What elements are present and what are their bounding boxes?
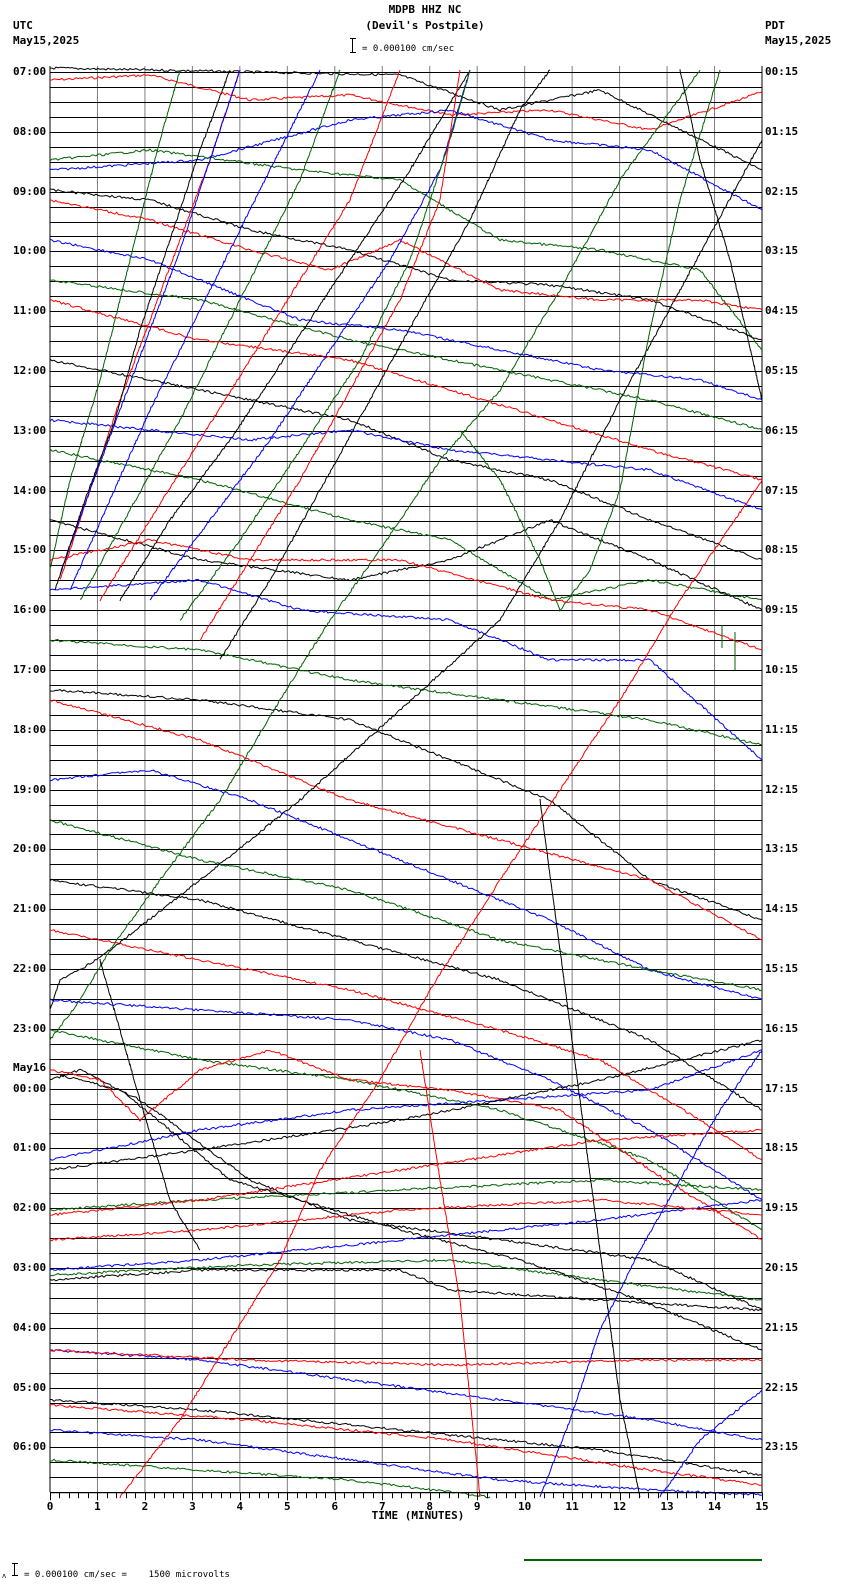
footer-scale-text: = 0.000100 cm/sec = 1500 microvolts [24,1570,230,1580]
left-time-label: 15:00 [13,543,47,557]
left-time-label: 02:00 [13,1201,47,1215]
left-time-label: 21:00 [13,902,47,916]
x-axis-label: TIME (MINUTES) [371,1509,465,1522]
right-time-label: 12:15 [765,782,799,796]
x-tick-label: 1 [94,1500,101,1514]
station-title: MDPB HHZ NC [388,3,462,16]
left-date: May15,2025 [13,34,80,47]
left-time-label: 20:00 [13,842,47,856]
left-time-label: 22:00 [13,962,47,975]
seismic-traces [49,66,763,1499]
right-time-label: 10:15 [765,663,799,676]
left-time-label: 05:00 [13,1380,47,1394]
left-time-label: 19:00 [13,782,47,796]
vertical-gridlines [49,66,763,1493]
left-time-label: 07:00 [13,65,47,78]
right-time-label: 13:15 [765,842,799,856]
right-time-label: 11:15 [765,722,799,736]
left-time-label: 17:00 [13,663,47,676]
right-time-label: 18:15 [765,1141,799,1155]
left-time-label: 14:00 [13,483,47,497]
x-tick-label: 15 [755,1500,769,1514]
left-time-label: 00:00 [13,1081,47,1095]
left-time-label: 09:00 [13,184,47,198]
left-time-label: 23:00 [13,1021,47,1035]
right-time-label: 09:15 [765,603,799,617]
right-time-label: 03:15 [765,244,799,258]
right-time-label: 17:15 [765,1081,799,1095]
x-tick-label: 14 [707,1500,722,1514]
right-time-label: 02:15 [765,184,799,198]
x-tick-label: 10 [518,1500,532,1514]
right-time-label: 08:15 [765,543,799,557]
footer-scale-bar-icon [12,1563,20,1576]
left-time-label: 01:00 [13,1141,47,1155]
left-time-label: 11:00 [13,304,47,318]
right-time-label: 16:15 [765,1021,799,1035]
right-time-label: 07:15 [765,483,799,497]
right-time-label: 21:15 [765,1320,799,1334]
left-time-label: 08:00 [13,124,47,138]
right-time-label: 00:15 [765,65,799,78]
right-time-label: 20:15 [765,1261,799,1274]
right-time-label: 06:15 [765,423,799,437]
right-timezone: PDT [765,19,785,32]
x-tick-label: 12 [612,1500,627,1514]
left-time-label: 10:00 [13,244,47,258]
scale-text: = 0.000100 cm/sec [362,44,455,54]
footer-scale-prefix: ʌ [2,1572,7,1580]
x-tick-label: 13 [660,1500,674,1514]
x-tick-label: 4 [236,1500,244,1514]
x-tick-label: 3 [189,1500,196,1514]
right-date: May15,2025 [765,34,832,47]
left-time-label: 03:00 [13,1261,47,1274]
left-timezone: UTC [13,19,33,32]
right-time-label: 15:15 [765,962,799,975]
right-time-label: 01:15 [765,124,799,138]
left-time-label: 18:00 [13,722,47,736]
date-marker: May16 [13,1061,47,1074]
x-tick-label: 7 [378,1500,386,1514]
left-time-label: 13:00 [13,423,47,437]
x-tick-label: 2 [141,1500,149,1514]
right-time-label: 23:15 [765,1440,799,1454]
x-tick-label: 8 [426,1500,434,1514]
right-time-label: 19:15 [765,1201,799,1215]
x-tick-label: 9 [473,1500,481,1514]
footer-green-line [524,1559,762,1561]
station-location: (Devil's Postpile) [365,19,485,32]
left-time-label: 12:00 [13,364,47,377]
x-tick-label: 11 [565,1500,579,1514]
left-time-label: 16:00 [13,603,47,617]
x-tick-label: 0 [46,1500,54,1514]
horizontal-gridlines [50,72,762,1493]
right-time-label: 04:15 [765,304,799,318]
scale-bar-icon [350,38,358,53]
right-time-label: 14:15 [765,902,799,916]
x-tick-label: 5 [284,1500,291,1514]
left-time-label: 06:00 [13,1440,47,1454]
x-tick-label: 6 [331,1500,339,1514]
left-time-label: 04:00 [13,1320,47,1334]
right-time-label: 05:15 [765,364,799,377]
x-axis-ticks [50,1492,763,1501]
right-time-label: 22:15 [765,1380,799,1394]
